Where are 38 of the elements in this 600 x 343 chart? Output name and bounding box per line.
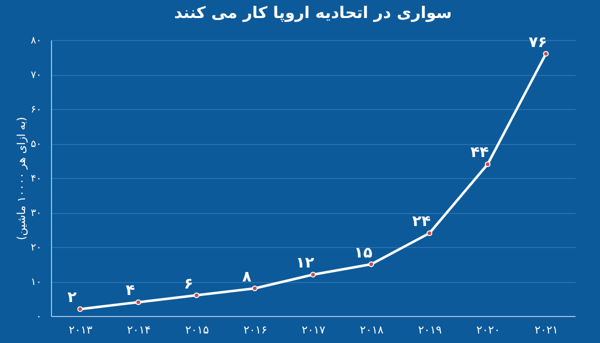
y-tick-label: ۵۰ (30, 139, 42, 150)
point (252, 286, 258, 292)
y-axis-title: (به ازای هر ۱۰۰۰۰ ماشین) (14, 116, 28, 240)
point (368, 261, 374, 268)
y-tick-label: ۸۰ (30, 36, 42, 46)
point (135, 299, 142, 306)
x-tick-label: ۲۰۲۱ (534, 324, 558, 336)
y-tick-label: ۶۰ (30, 104, 42, 116)
x-tick-label: ۲۰۱۶ (243, 324, 268, 336)
x-tick-label: ۲۰۱۵ (185, 324, 209, 336)
y-tick-label: ۳۰ (30, 208, 42, 219)
x-tick-label: ۲۰۱۴ (127, 324, 151, 336)
data-label: ۱۵ (354, 243, 372, 262)
data-label: ۴ (126, 281, 135, 300)
data-label: ۷۶ (528, 32, 548, 51)
point (484, 161, 491, 168)
x-tick-label: ۲۰۱۸ (360, 324, 384, 336)
point (77, 306, 83, 312)
y-tick-label: ۷۰ (30, 70, 42, 81)
data-label: ۶ (184, 274, 194, 292)
y-tick-label: ۲۰ (30, 242, 42, 254)
chart-title: سواری در اتحادیه اروپا کار می کنند (174, 2, 452, 22)
x-tick-label: ۲۰۲۰ (476, 324, 500, 336)
data-label: ۴۴ (470, 143, 489, 162)
x-tick-label: ۲۰۱۳ (68, 324, 93, 336)
point (194, 292, 200, 298)
y-tick-label: ۰ (36, 312, 42, 322)
data-label: ۲۴ (412, 212, 431, 230)
y-tick-label: ۴۰ (30, 174, 42, 184)
data-label: ۸ (242, 267, 252, 286)
point (310, 272, 316, 278)
point (426, 230, 432, 236)
point (543, 50, 549, 57)
data-label: ۱۲ (296, 254, 314, 272)
y-tick-label: ۱۰ (30, 277, 42, 288)
data-label: ۲ (68, 288, 77, 306)
x-tick-label: ۲۰۱۹ (418, 324, 442, 336)
x-tick-label: ۲۰۱۷ (302, 324, 326, 336)
